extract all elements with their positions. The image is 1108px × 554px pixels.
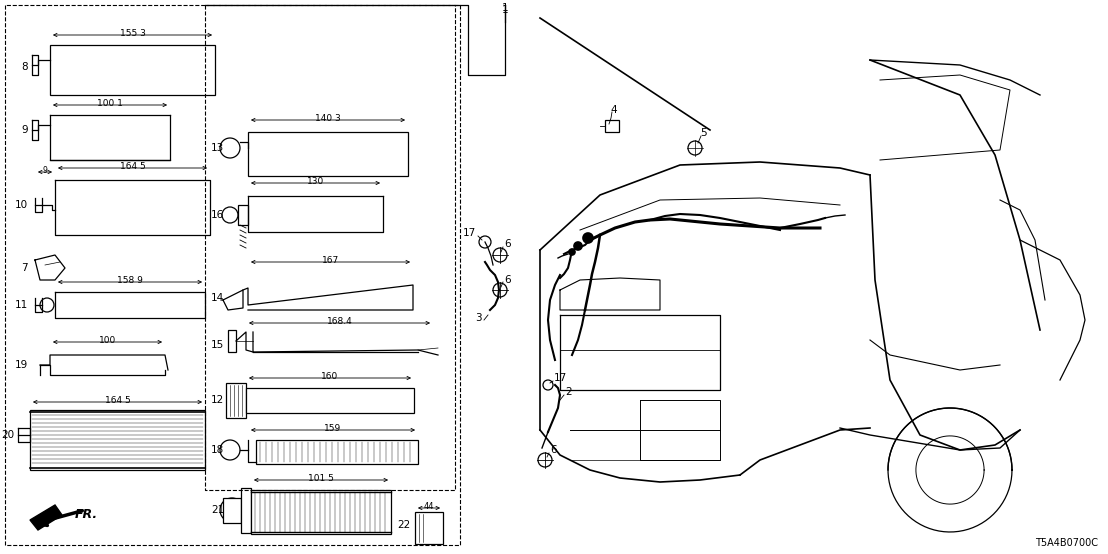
- Text: 9: 9: [21, 125, 28, 135]
- Circle shape: [220, 138, 240, 158]
- Circle shape: [479, 236, 491, 248]
- Text: 101 5: 101 5: [308, 474, 334, 483]
- Text: 6: 6: [504, 275, 511, 285]
- Circle shape: [570, 249, 575, 255]
- Circle shape: [583, 233, 593, 243]
- Text: 7: 7: [21, 263, 28, 273]
- Text: 9: 9: [42, 166, 48, 175]
- Text: 1: 1: [502, 3, 509, 13]
- Bar: [252, 490, 391, 534]
- Text: 100: 100: [99, 336, 116, 345]
- Text: 160: 160: [321, 372, 339, 381]
- Bar: [605, 120, 619, 132]
- Circle shape: [220, 440, 240, 460]
- Text: 8: 8: [21, 62, 28, 72]
- Text: 14: 14: [211, 293, 224, 303]
- Bar: [223, 498, 242, 523]
- Circle shape: [688, 141, 702, 155]
- Bar: [228, 330, 236, 352]
- Text: 20: 20: [1, 430, 14, 440]
- Bar: [238, 205, 248, 225]
- Text: FR.: FR.: [75, 509, 99, 521]
- Circle shape: [574, 242, 582, 250]
- Circle shape: [222, 207, 238, 223]
- Text: 2: 2: [565, 387, 572, 397]
- Text: 16: 16: [211, 210, 224, 220]
- Bar: [248, 132, 408, 176]
- Text: 155 3: 155 3: [120, 29, 145, 38]
- Text: 168.4: 168.4: [327, 317, 352, 326]
- Circle shape: [538, 453, 552, 467]
- Bar: [30, 410, 205, 470]
- Text: 6: 6: [504, 239, 511, 249]
- Text: 5: 5: [700, 128, 707, 138]
- Text: 3: 3: [475, 313, 482, 323]
- Circle shape: [493, 248, 507, 262]
- Bar: [242, 488, 252, 533]
- Circle shape: [40, 298, 54, 312]
- Text: 18: 18: [211, 445, 224, 455]
- Bar: [256, 440, 418, 464]
- Circle shape: [493, 283, 507, 297]
- Text: 130: 130: [307, 177, 325, 186]
- Bar: [50, 45, 215, 95]
- Text: 15: 15: [211, 340, 224, 350]
- Text: 12: 12: [211, 395, 224, 405]
- Text: 4: 4: [611, 105, 617, 115]
- Circle shape: [220, 498, 244, 522]
- Text: 164 5: 164 5: [104, 396, 131, 405]
- Text: 164 5: 164 5: [120, 162, 145, 171]
- Text: 21: 21: [211, 505, 224, 515]
- Bar: [246, 388, 414, 413]
- Text: 159: 159: [325, 424, 341, 433]
- Text: 10: 10: [14, 200, 28, 210]
- Bar: [226, 383, 246, 418]
- Text: 140 3: 140 3: [315, 114, 341, 123]
- Polygon shape: [30, 505, 62, 530]
- Text: T5A4B0700C: T5A4B0700C: [1035, 538, 1098, 548]
- Text: 19: 19: [14, 360, 28, 370]
- Text: 17: 17: [554, 373, 567, 383]
- Text: 167: 167: [322, 256, 339, 265]
- Text: 44: 44: [423, 502, 434, 511]
- Text: 17: 17: [463, 228, 476, 238]
- Text: 100 1: 100 1: [98, 99, 123, 108]
- Text: 1: 1: [502, 5, 509, 15]
- Text: 158 9: 158 9: [117, 276, 143, 285]
- Bar: [416, 512, 443, 544]
- Circle shape: [543, 380, 553, 390]
- Text: 22: 22: [398, 520, 411, 530]
- Text: 11: 11: [14, 300, 28, 310]
- Text: 13: 13: [211, 143, 224, 153]
- Text: 6: 6: [550, 445, 556, 455]
